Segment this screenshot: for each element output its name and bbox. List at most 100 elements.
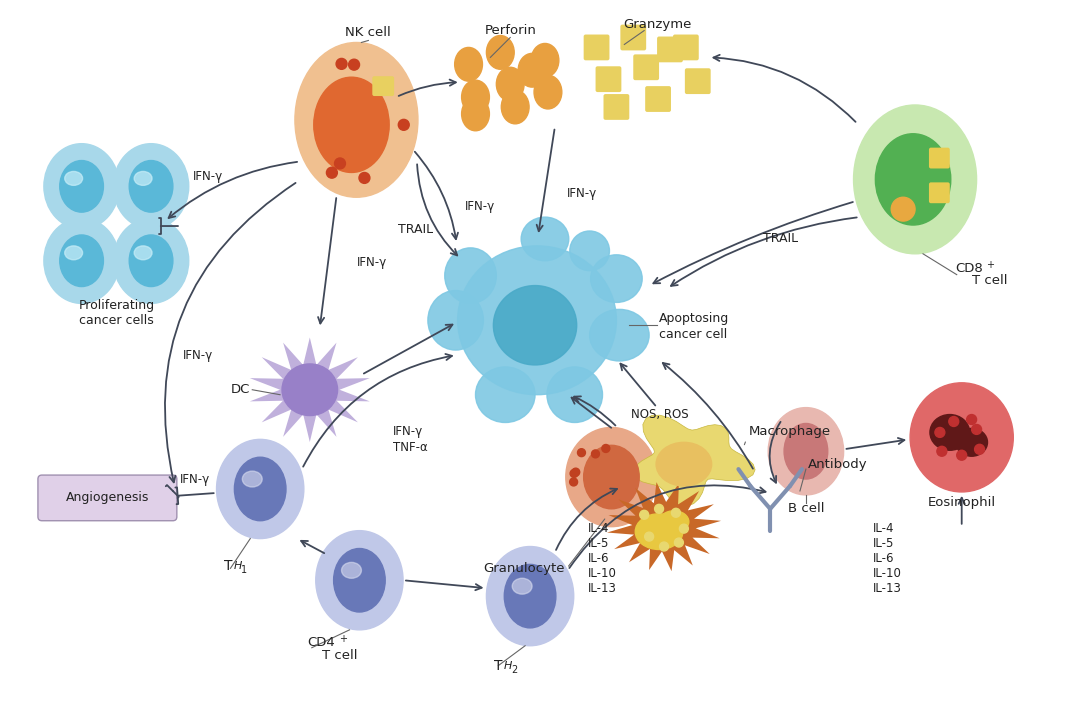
Ellipse shape	[65, 246, 82, 260]
Text: IL-10: IL-10	[588, 567, 617, 580]
FancyArrowPatch shape	[303, 354, 451, 467]
Ellipse shape	[216, 439, 303, 538]
Text: H: H	[503, 661, 512, 671]
Ellipse shape	[531, 44, 558, 77]
FancyArrowPatch shape	[671, 217, 856, 286]
Text: Apoptosing: Apoptosing	[659, 312, 729, 325]
Text: Perforin: Perforin	[484, 24, 536, 37]
Text: IL-6: IL-6	[588, 552, 609, 565]
Text: IL-13: IL-13	[873, 582, 902, 595]
Polygon shape	[607, 482, 721, 571]
Text: TRAIL: TRAIL	[399, 222, 433, 235]
Circle shape	[972, 425, 982, 435]
Ellipse shape	[130, 235, 173, 287]
FancyArrowPatch shape	[847, 438, 904, 449]
FancyBboxPatch shape	[645, 86, 671, 112]
Circle shape	[674, 538, 684, 547]
Circle shape	[578, 449, 585, 457]
Ellipse shape	[486, 36, 514, 69]
Circle shape	[570, 470, 578, 478]
Ellipse shape	[314, 77, 389, 172]
Text: cancer cells: cancer cells	[79, 314, 153, 327]
FancyBboxPatch shape	[929, 147, 949, 169]
Circle shape	[949, 417, 959, 426]
Circle shape	[571, 468, 580, 476]
Ellipse shape	[59, 161, 104, 212]
Circle shape	[679, 524, 688, 533]
Ellipse shape	[455, 47, 483, 82]
Circle shape	[639, 511, 649, 519]
Ellipse shape	[461, 80, 489, 114]
Ellipse shape	[504, 564, 556, 628]
Ellipse shape	[546, 367, 603, 423]
Circle shape	[602, 445, 610, 453]
Ellipse shape	[591, 255, 643, 302]
Ellipse shape	[295, 42, 418, 197]
Text: +: +	[986, 260, 995, 270]
Ellipse shape	[341, 563, 362, 578]
Ellipse shape	[497, 67, 524, 101]
Text: Macrophage: Macrophage	[748, 425, 831, 438]
Polygon shape	[249, 337, 369, 442]
Text: IFN-γ: IFN-γ	[393, 425, 423, 438]
Text: IL-4: IL-4	[588, 522, 609, 535]
Ellipse shape	[475, 367, 535, 423]
Polygon shape	[633, 415, 755, 506]
Text: +: +	[338, 633, 347, 644]
Circle shape	[967, 415, 976, 425]
Ellipse shape	[445, 248, 497, 303]
Ellipse shape	[486, 546, 573, 646]
Ellipse shape	[512, 578, 532, 594]
Ellipse shape	[522, 217, 569, 261]
Ellipse shape	[65, 172, 82, 185]
Text: IFN-γ: IFN-γ	[183, 348, 213, 362]
FancyArrowPatch shape	[168, 162, 297, 218]
Text: NK cell: NK cell	[346, 26, 391, 39]
FancyBboxPatch shape	[633, 54, 659, 80]
Ellipse shape	[590, 310, 649, 361]
Circle shape	[654, 504, 663, 513]
Ellipse shape	[635, 514, 683, 550]
Circle shape	[936, 446, 947, 456]
Ellipse shape	[659, 511, 689, 533]
Circle shape	[399, 119, 409, 130]
Ellipse shape	[428, 290, 484, 350]
Text: TNF-α: TNF-α	[393, 440, 428, 454]
Ellipse shape	[534, 75, 562, 109]
FancyArrowPatch shape	[959, 498, 964, 524]
Ellipse shape	[461, 97, 489, 131]
Circle shape	[660, 542, 669, 551]
Ellipse shape	[134, 172, 152, 185]
Circle shape	[974, 444, 985, 454]
Ellipse shape	[910, 383, 1013, 492]
Ellipse shape	[315, 531, 403, 630]
Text: IFN-γ: IFN-γ	[192, 170, 222, 183]
FancyBboxPatch shape	[929, 182, 949, 203]
FancyBboxPatch shape	[673, 34, 699, 60]
FancyArrowPatch shape	[663, 363, 753, 469]
Circle shape	[592, 450, 599, 458]
FancyArrowPatch shape	[537, 129, 554, 231]
Circle shape	[336, 59, 347, 69]
Ellipse shape	[234, 457, 286, 521]
Text: IFN-γ: IFN-γ	[465, 199, 496, 212]
Text: IFN-γ: IFN-γ	[356, 256, 387, 270]
Text: T cell: T cell	[972, 274, 1008, 287]
Ellipse shape	[44, 218, 119, 303]
Text: IL-6: IL-6	[873, 552, 894, 565]
Text: T: T	[225, 559, 233, 573]
FancyBboxPatch shape	[38, 475, 177, 521]
Ellipse shape	[853, 105, 976, 254]
Text: DC: DC	[231, 383, 251, 396]
Text: T: T	[495, 659, 503, 673]
Ellipse shape	[282, 364, 338, 415]
Ellipse shape	[768, 408, 843, 495]
Ellipse shape	[458, 246, 617, 395]
Text: 1: 1	[241, 566, 247, 576]
FancyArrowPatch shape	[301, 541, 324, 553]
Text: TRAIL: TRAIL	[762, 232, 798, 245]
Text: NOS, ROS: NOS, ROS	[632, 408, 689, 421]
Text: Antibody: Antibody	[808, 458, 867, 470]
FancyArrowPatch shape	[399, 79, 456, 96]
Ellipse shape	[113, 144, 189, 229]
